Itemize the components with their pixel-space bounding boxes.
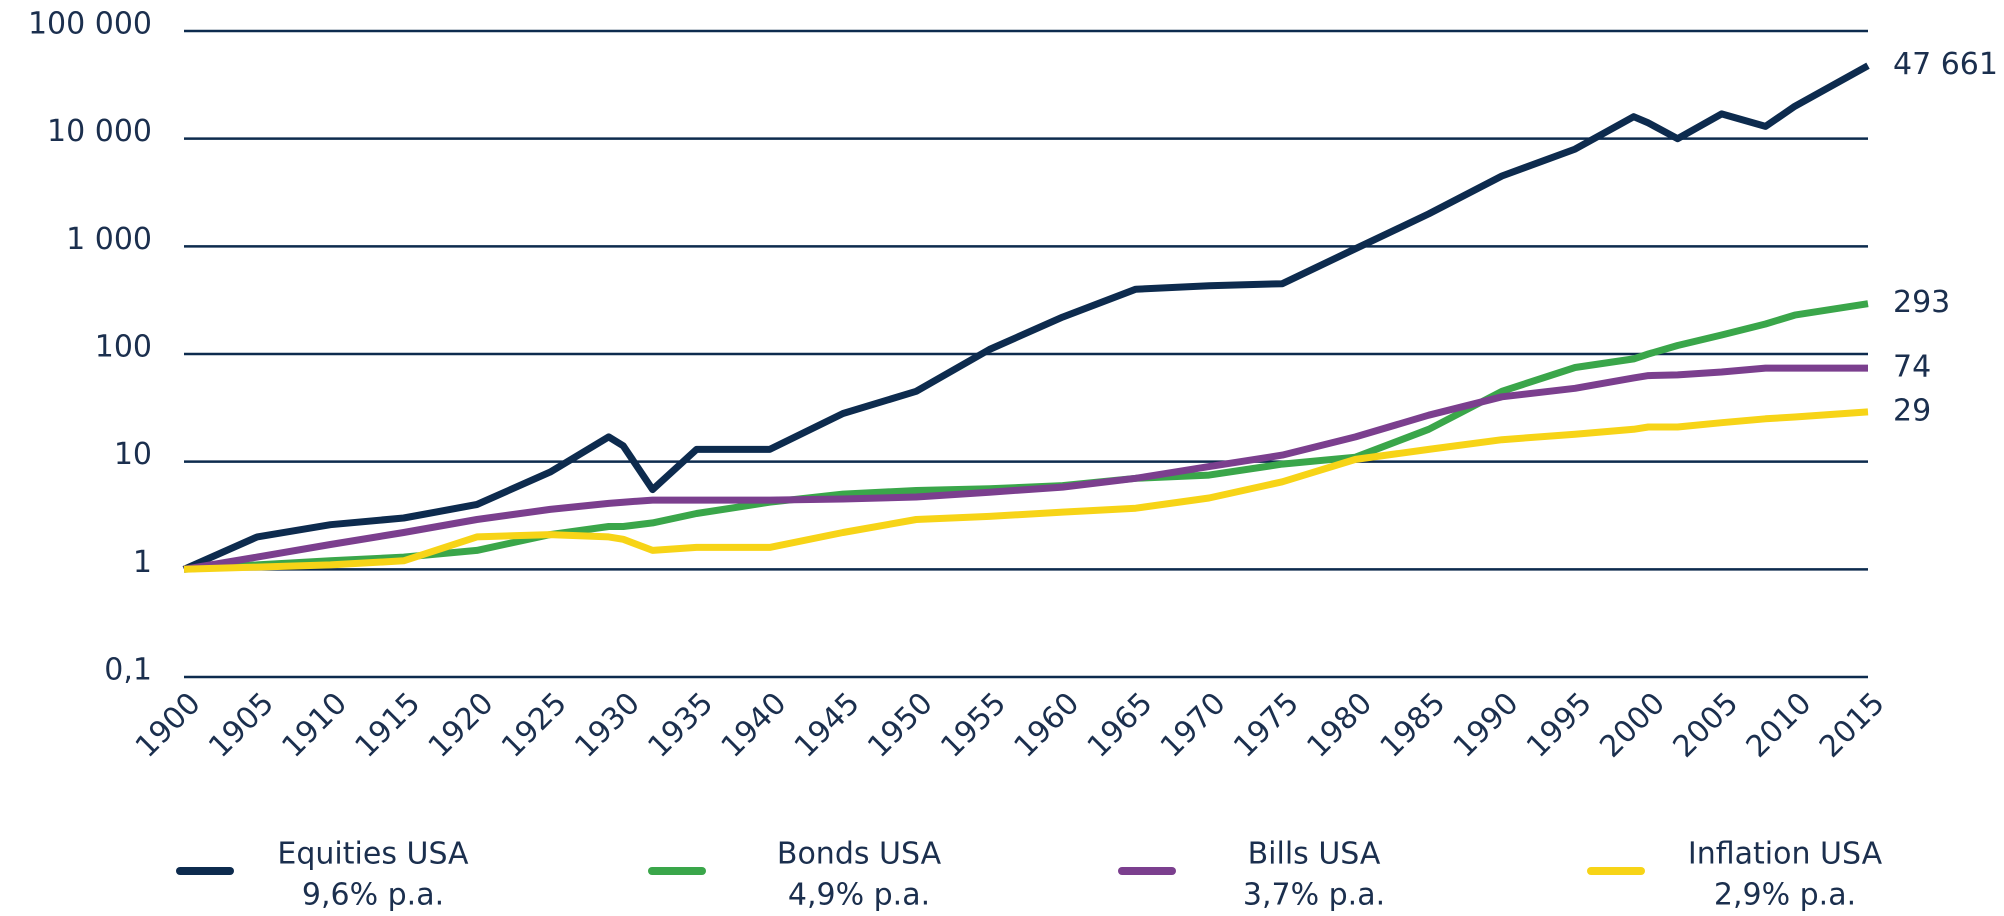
- legend-rate: 2,9% p.a.: [1714, 878, 1856, 913]
- x-tick-label: 1990: [1447, 686, 1526, 765]
- x-tick-label: 1945: [788, 686, 867, 765]
- y-tick-label: 1: [133, 545, 152, 580]
- x-tick-label: 1980: [1300, 686, 1379, 765]
- legend-rate: 3,7% p.a.: [1243, 878, 1385, 913]
- x-tick-label: 1905: [202, 686, 281, 765]
- legend-label: Inflation USA: [1688, 837, 1883, 872]
- x-tick-label: 1920: [422, 686, 501, 765]
- x-tick-label: 1985: [1374, 686, 1453, 765]
- x-tick-label: 1995: [1520, 686, 1599, 765]
- x-tick-label: 1925: [495, 686, 574, 765]
- x-tick-label: 1930: [568, 686, 647, 765]
- x-tick-label: 1960: [1008, 686, 1087, 765]
- legend-rate: 9,6% p.a.: [302, 878, 444, 913]
- y-tick-label: 10: [114, 437, 152, 472]
- series-line: [183, 408, 1869, 573]
- legend-rate: 4,9% p.a.: [788, 878, 930, 913]
- x-tick-label: 2015: [1813, 686, 1892, 765]
- x-tick-label: 1940: [715, 686, 794, 765]
- x-tick-label: 1910: [275, 686, 354, 765]
- y-tick-label: 10 000: [47, 114, 152, 149]
- x-tick-label: 2000: [1593, 686, 1672, 765]
- y-tick-label: 100: [95, 330, 152, 365]
- end-label: 293: [1893, 285, 1950, 320]
- y-tick-label: 1 000: [66, 222, 152, 257]
- legend-label: Bills USA: [1248, 837, 1381, 872]
- x-tick-label: 1970: [1154, 686, 1233, 765]
- series-line: [183, 364, 1868, 573]
- end-label: 29: [1893, 393, 1931, 428]
- x-tick-label: 1900: [129, 686, 208, 765]
- x-tick-label: 1955: [934, 686, 1013, 765]
- end-label: 47 661: [1893, 47, 1998, 82]
- x-tick-label: 1975: [1227, 686, 1306, 765]
- y-tick-label: 100 000: [28, 7, 152, 42]
- y-tick-label: 0,1: [104, 653, 152, 688]
- x-tick-label: 1965: [1081, 686, 1160, 765]
- end-label: 74: [1893, 350, 1931, 385]
- x-tick-label: 1950: [861, 686, 940, 765]
- legend-label: Equities USA: [277, 837, 469, 872]
- x-tick-label: 1935: [641, 686, 720, 765]
- legend-label: Bonds USA: [777, 837, 942, 872]
- x-tick-label: 2010: [1740, 686, 1819, 765]
- series-line: [182, 62, 1870, 573]
- x-tick-label: 2005: [1666, 686, 1745, 765]
- x-tick-label: 1915: [349, 686, 428, 765]
